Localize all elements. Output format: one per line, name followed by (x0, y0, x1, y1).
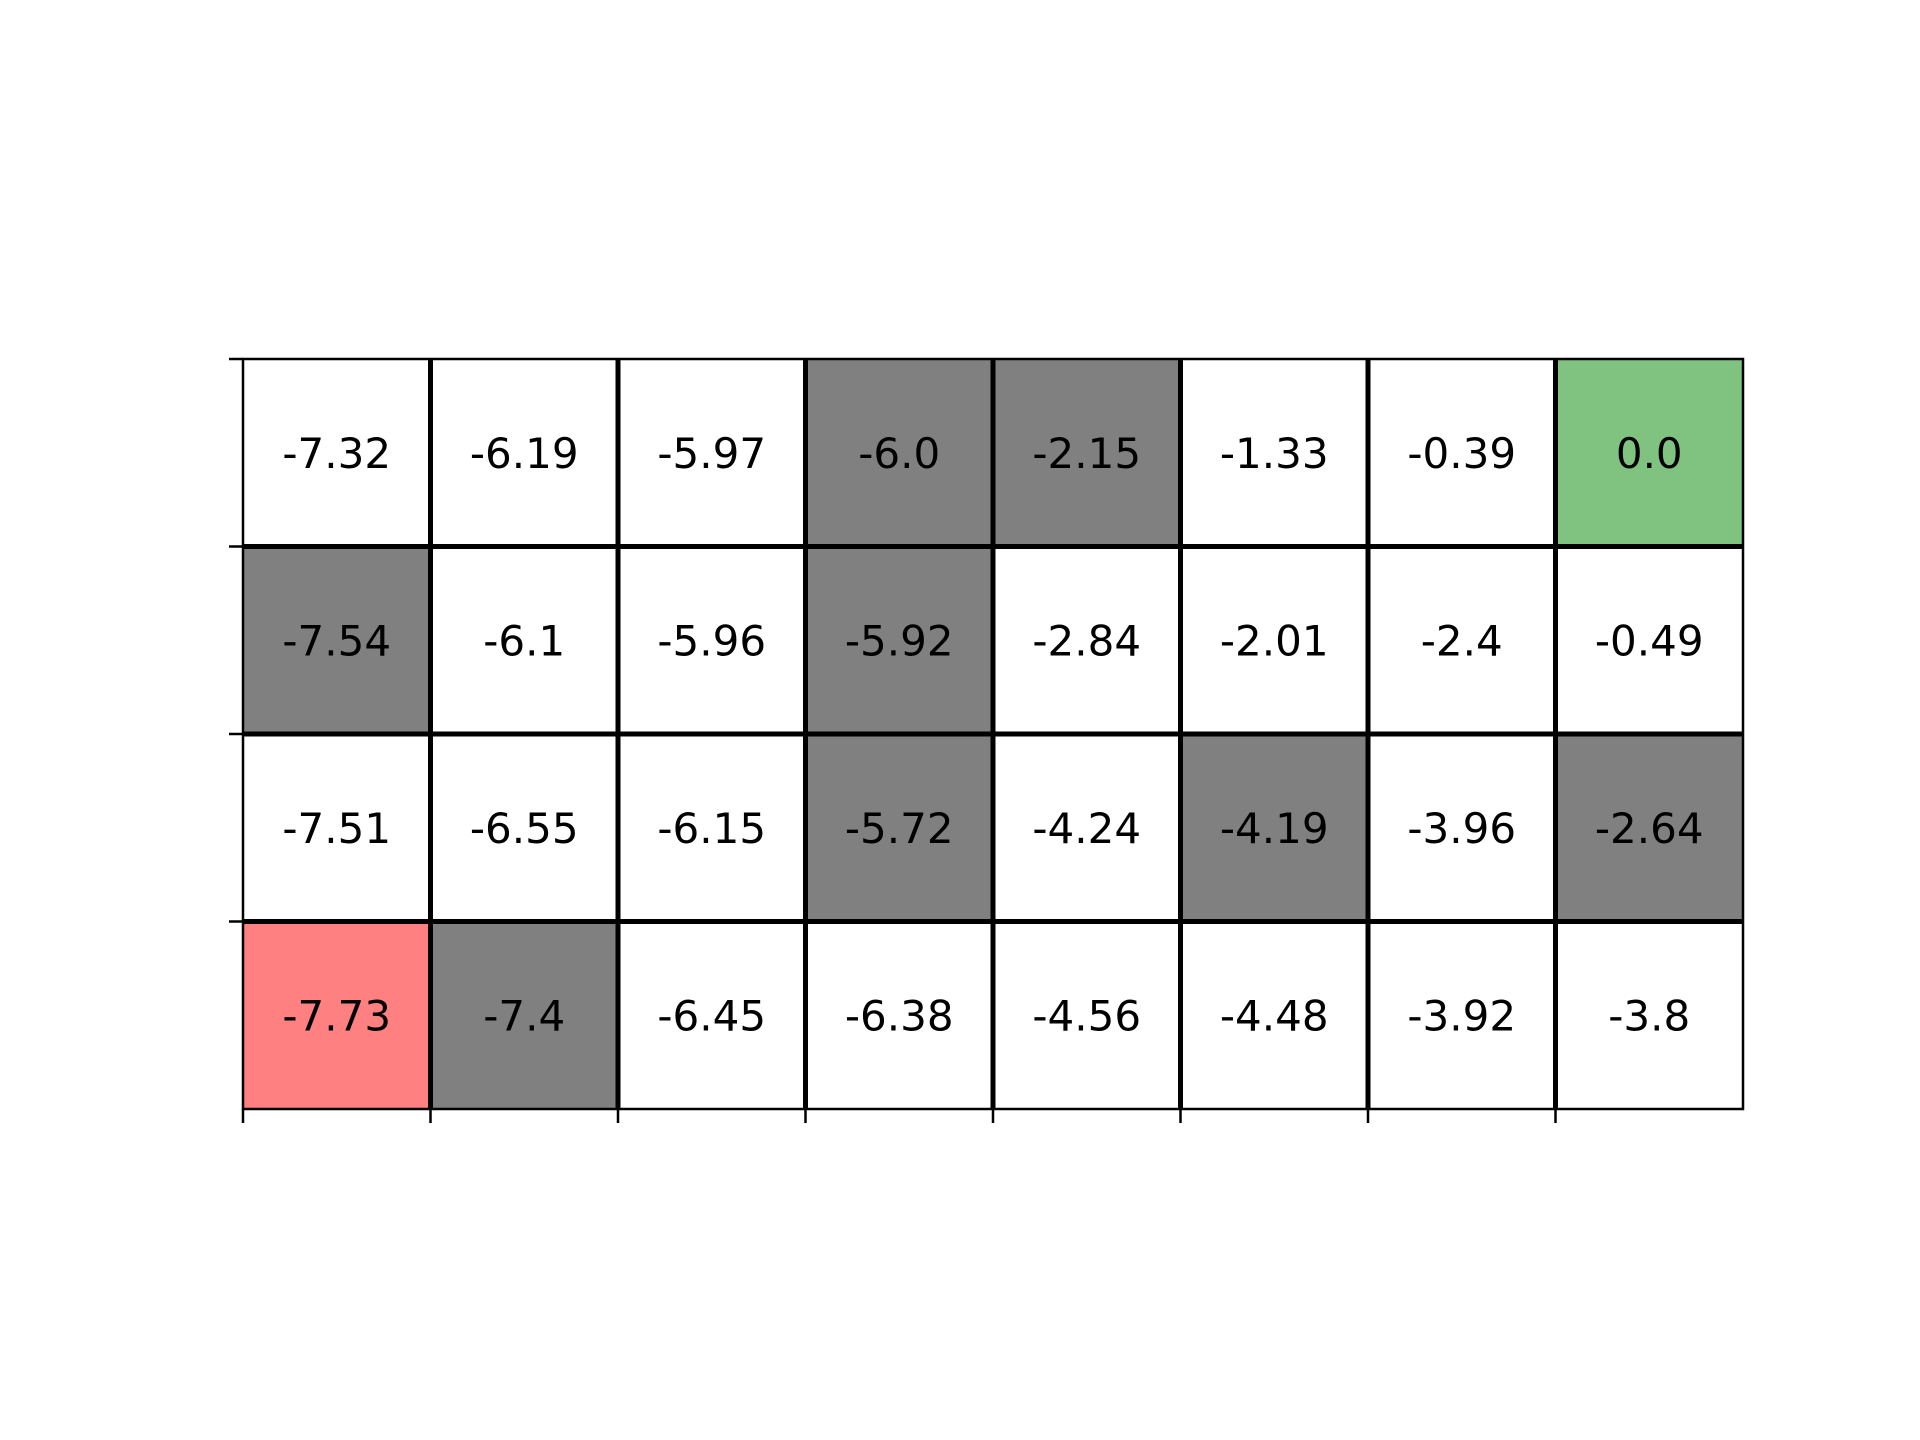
cell-value-r3-c4: -4.56 (1032, 991, 1141, 1040)
cell-value-labels: -7.32 -6.19 -5.97 -6.0 -2.15 -1.33 -0.39 0.0 -7.… (282, 429, 1703, 1041)
cell-empty-r2-c1 (430, 734, 618, 922)
cell-wall-r2-c3 (805, 734, 993, 922)
cell-value-r0-c6: -0.39 (1407, 429, 1516, 478)
cell-start-r3-c0 (243, 921, 431, 1109)
cell-value-r1-c6: -2.4 (1421, 616, 1503, 665)
cell-value-r3-c1: -7.4 (483, 991, 565, 1040)
cell-empty-r0-c5 (1180, 359, 1368, 547)
cell-value-r3-c0: -7.73 (282, 991, 391, 1040)
cell-empty-r3-c7 (1555, 921, 1743, 1109)
cell-wall-r2-c7 (1555, 734, 1743, 922)
cell-value-r2-c5: -4.19 (1220, 804, 1329, 853)
cell-value-r3-c6: -3.92 (1407, 991, 1516, 1040)
axis-ticks (229, 357, 1557, 1123)
cell-value-r3-c5: -4.48 (1220, 991, 1329, 1040)
cell-empty-r2-c4 (993, 734, 1181, 922)
cell-empty-r1-c4 (993, 546, 1181, 734)
cell-value-r2-c0: -7.51 (282, 804, 391, 853)
cell-value-r3-c3: -6.38 (845, 991, 954, 1040)
cell-empty-r2-c0 (243, 734, 431, 922)
cell-wall-r3-c1 (430, 921, 618, 1109)
cell-empty-r3-c6 (1368, 921, 1556, 1109)
cell-empty-r1-c2 (618, 546, 806, 734)
cell-wall-r0-c4 (993, 359, 1181, 547)
cell-empty-r0-c6 (1368, 359, 1556, 547)
cell-value-r3-c7: -3.8 (1608, 991, 1690, 1040)
cell-value-r0-c5: -1.33 (1220, 429, 1329, 478)
cell-value-r0-c3: -6.0 (858, 429, 940, 478)
cell-value-r0-c1: -6.19 (470, 429, 579, 478)
cell-value-r1-c4: -2.84 (1032, 616, 1141, 665)
cell-value-r2-c1: -6.55 (470, 804, 579, 853)
cell-value-r2-c7: -2.64 (1595, 804, 1704, 853)
cell-value-r1-c1: -6.1 (483, 616, 565, 665)
cell-goal-r0-c7 (1555, 359, 1743, 547)
cell-wall-r1-c3 (805, 546, 993, 734)
cell-value-r2-c4: -4.24 (1032, 804, 1141, 853)
grid-cells (243, 359, 1743, 1109)
cell-value-r2-c6: -3.96 (1407, 804, 1516, 853)
cell-value-r0-c7: 0.0 (1616, 429, 1683, 478)
cell-value-r1-c0: -7.54 (282, 616, 391, 665)
cell-wall-r0-c3 (805, 359, 993, 547)
cell-empty-r2-c2 (618, 734, 806, 922)
cell-value-r0-c4: -2.15 (1032, 429, 1141, 478)
cell-empty-r1-c6 (1368, 546, 1556, 734)
cell-empty-r0-c2 (618, 359, 806, 547)
cell-wall-r1-c0 (243, 546, 431, 734)
cell-empty-r1-c7 (1555, 546, 1743, 734)
cell-value-r0-c0: -7.32 (282, 429, 391, 478)
cell-empty-r1-c1 (430, 546, 618, 734)
cell-value-r3-c2: -6.45 (657, 991, 766, 1040)
cell-value-r1-c5: -2.01 (1220, 616, 1329, 665)
cell-value-r2-c3: -5.72 (845, 804, 954, 853)
cell-empty-r3-c4 (993, 921, 1181, 1109)
cell-empty-r3-c5 (1180, 921, 1368, 1109)
cell-empty-r1-c5 (1180, 546, 1368, 734)
grid-lines (241, 357, 1745, 1111)
cell-value-r1-c2: -5.96 (657, 616, 766, 665)
cell-empty-r3-c3 (805, 921, 993, 1109)
cell-empty-r2-c6 (1368, 734, 1556, 922)
cell-wall-r2-c5 (1180, 734, 1368, 922)
cell-value-r2-c2: -6.15 (657, 804, 766, 853)
cell-value-r1-c3: -5.92 (845, 616, 954, 665)
cell-empty-r0-c0 (243, 359, 431, 547)
cell-empty-r0-c1 (430, 359, 618, 547)
cell-value-r1-c7: -0.49 (1595, 616, 1704, 665)
cell-value-r0-c2: -5.97 (657, 429, 766, 478)
cell-empty-r3-c2 (618, 921, 806, 1109)
